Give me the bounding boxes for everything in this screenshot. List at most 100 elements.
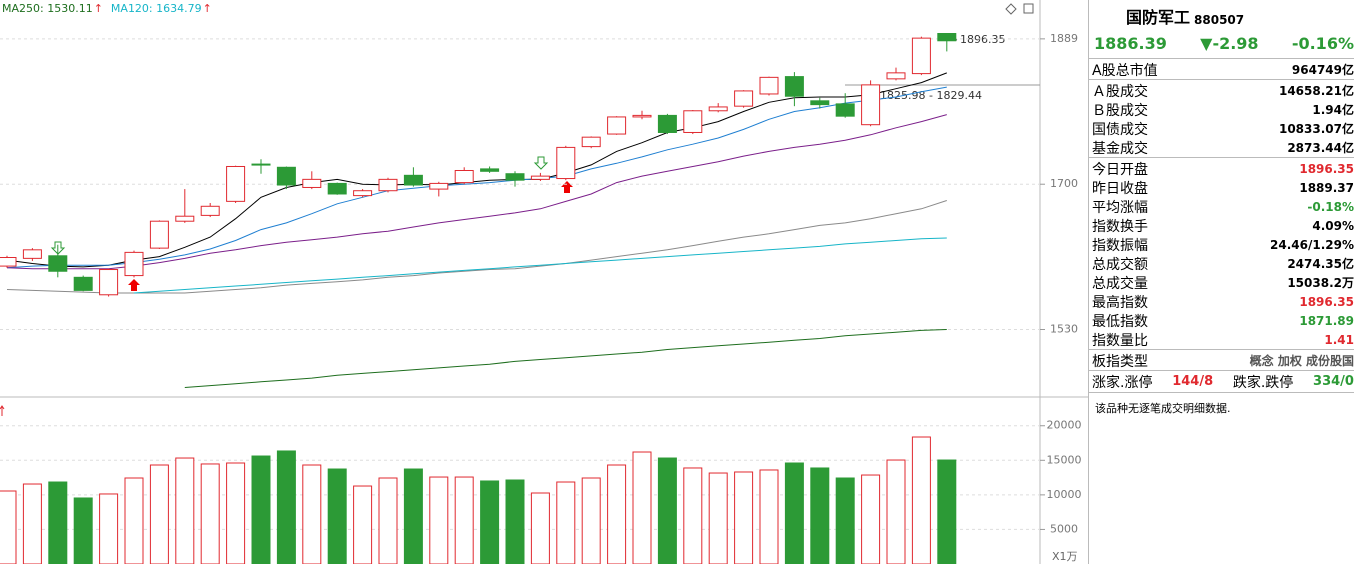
icon-diamond[interactable]	[1005, 3, 1017, 15]
stat-value: -0.18%	[1307, 199, 1354, 214]
y-tick-label: 1889	[1050, 32, 1078, 45]
stat-label: Ｂ股成交	[1092, 102, 1148, 119]
stat-value: 2474.35亿	[1287, 257, 1354, 271]
volume-bar	[607, 464, 627, 564]
volume-bar	[835, 477, 855, 564]
volume-bar	[734, 471, 754, 564]
stat-label: 指数换手	[1092, 218, 1148, 235]
candle-body	[505, 173, 525, 181]
panel-note: 该品种无逐笔成交明细数据.	[1089, 392, 1354, 416]
stat-value: 1.41	[1324, 332, 1354, 347]
stat-value: 15038.2万	[1287, 276, 1354, 290]
candle-body	[759, 76, 779, 95]
stat-row: 最高指数 1896.35	[1089, 292, 1354, 311]
stat-label: 总成交量	[1092, 275, 1148, 292]
candle-body	[607, 116, 627, 135]
volume-bar	[886, 459, 906, 564]
volume-bar	[657, 457, 677, 564]
stat-label: 板指类型	[1092, 353, 1148, 370]
volume-bar	[759, 469, 779, 564]
candle-body	[353, 190, 373, 197]
volume-bar	[200, 463, 220, 564]
candle-body	[810, 100, 830, 106]
high-label: 1896.35	[960, 33, 1006, 46]
volume-bar	[937, 459, 957, 564]
volume-bar	[149, 464, 169, 564]
candle-body	[251, 163, 271, 166]
signal-up	[561, 181, 573, 193]
stat-label: 最低指数	[1092, 313, 1148, 330]
volume-bar	[861, 474, 881, 564]
candle-body	[48, 255, 68, 272]
candle-body	[734, 90, 754, 107]
down-label: 跌家.跌停	[1232, 374, 1294, 391]
y-tick-label: 20000	[1047, 419, 1082, 432]
volume-bar	[226, 462, 246, 564]
stat-label: 总成交额	[1092, 256, 1148, 273]
stat-row: 国债成交 10833.07亿	[1089, 119, 1354, 138]
volume-bar	[556, 481, 576, 564]
candle-body	[429, 182, 449, 190]
stat-row: 基金成交 2873.44亿	[1089, 138, 1354, 157]
stat-value: 24.46/1.29%	[1270, 237, 1354, 252]
stat-value: 1889.37	[1299, 180, 1354, 195]
stat-label: 今日开盘	[1092, 161, 1148, 178]
stat-row: 总成交额 2474.35亿	[1089, 254, 1354, 273]
stat-row: Ａ股成交 14658.21亿	[1089, 81, 1354, 100]
stat-value: 10833.07亿	[1278, 122, 1354, 136]
quote-panel: 国防军工 880507 1886.39 ▼-2.98 -0.16% A股总市值 964749…	[1088, 0, 1354, 564]
ma-line	[6, 114, 947, 270]
volume-bar	[22, 483, 42, 564]
up-label: 涨家.涨停	[1092, 374, 1153, 391]
ma-line	[6, 200, 947, 294]
stat-label: 昨日收盘	[1092, 180, 1148, 197]
y-tick-label: 1530	[1050, 322, 1078, 335]
stat-row: A股总市值 964749亿	[1089, 60, 1354, 79]
panel-section: A股总市值 964749亿	[1089, 58, 1354, 79]
candle-body	[556, 146, 576, 180]
volume-bar	[353, 485, 373, 564]
volume-bar	[683, 467, 703, 564]
candle-body	[403, 174, 423, 186]
last-price: 1886.39	[1094, 33, 1167, 53]
volume-bar	[73, 497, 93, 564]
stat-label: 基金成交	[1092, 140, 1148, 157]
quote-row: 1886.39 ▼-2.98 -0.16%	[1089, 28, 1354, 58]
volume-bar	[429, 476, 449, 564]
stat-row: 板指类型 概念 加权 成份股国	[1089, 351, 1354, 370]
stat-row: 指数振幅 24.46/1.29%	[1089, 235, 1354, 254]
legend-arrow: ↑	[203, 2, 212, 15]
stat-row: 今日开盘 1896.35	[1089, 159, 1354, 178]
index-name: 国防军工	[1126, 8, 1191, 27]
icon-window[interactable]	[1023, 3, 1034, 14]
stat-value: 1896.35	[1299, 294, 1354, 309]
volume-unit: X1万	[1052, 550, 1078, 563]
breadth-row: 涨家.涨停 144/8 跌家.跌停 334/0	[1089, 370, 1354, 392]
signal-up	[128, 279, 140, 291]
candle-body	[149, 220, 169, 249]
candle-body	[200, 205, 220, 216]
volume-bar	[0, 490, 17, 564]
signal-down	[533, 156, 549, 170]
candle-body	[378, 178, 398, 192]
candle-body	[886, 72, 906, 80]
volume-bar	[302, 464, 322, 564]
stat-value: 1.94亿	[1312, 103, 1354, 117]
volume-bar	[251, 455, 271, 564]
candle-body	[632, 114, 652, 118]
candle-body	[276, 166, 296, 186]
stat-label: 国债成交	[1092, 121, 1148, 138]
volume-bar	[378, 477, 398, 564]
panel-title-row: 国防军工 880507	[1089, 0, 1354, 28]
legend-entry: MA250: 1530.11	[2, 2, 93, 15]
volume-flag	[0, 405, 5, 416]
ma-line	[184, 329, 947, 388]
percent-change: -0.16%	[1291, 33, 1354, 53]
stat-value: 概念 加权 成份股国	[1249, 354, 1354, 368]
panel-section: Ａ股成交 14658.21亿 Ｂ股成交 1.94亿国债成交 10833.07亿基金成交 2…	[1089, 79, 1354, 157]
stat-value: 964749亿	[1291, 63, 1354, 77]
stat-row: Ｂ股成交 1.94亿	[1089, 100, 1354, 119]
stat-value: 1871.89	[1299, 313, 1354, 328]
volume-bar	[403, 468, 423, 564]
